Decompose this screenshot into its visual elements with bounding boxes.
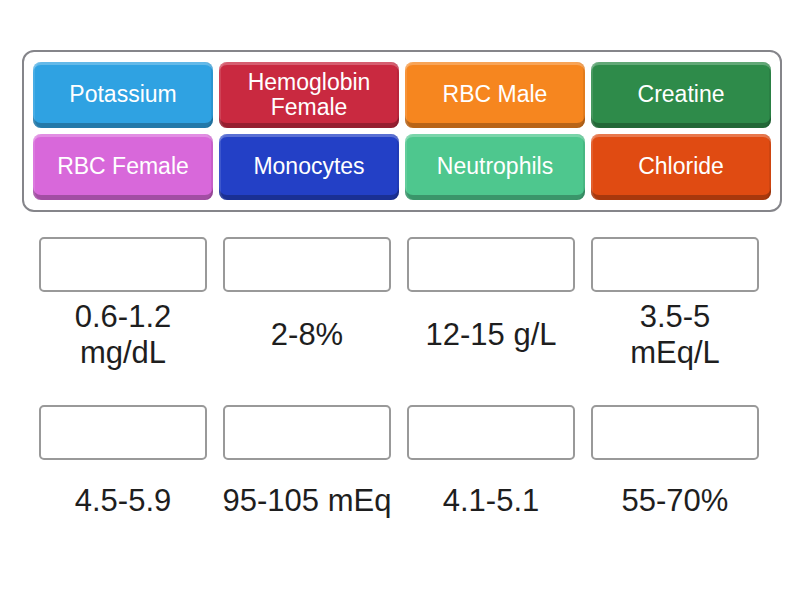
tile-label: Creatine bbox=[630, 82, 733, 107]
drop-target-1[interactable] bbox=[39, 237, 207, 292]
tile-potassium[interactable]: Potassium bbox=[33, 62, 213, 128]
tile-label: RBC Female bbox=[49, 154, 197, 179]
tile-grid: Potassium Hemoglobin Female RBC Male Cre… bbox=[24, 62, 780, 201]
answer-label-5: 4.5-5.9 bbox=[31, 464, 215, 538]
tile-label: RBC Male bbox=[435, 82, 556, 107]
tile-label: Hemoglobin Female bbox=[219, 70, 399, 121]
match-up-game-board: Potassium Hemoglobin Female RBC Male Cre… bbox=[0, 0, 800, 600]
tile-label: Chloride bbox=[630, 154, 732, 179]
answer-label-6: 95-105 mEq bbox=[215, 464, 399, 538]
answer-label-3: 12-15 g/L bbox=[399, 294, 583, 376]
tile-label: Neutrophils bbox=[429, 154, 561, 179]
answer-label-8: 55-70% bbox=[583, 464, 767, 538]
drop-target-2[interactable] bbox=[223, 237, 391, 292]
answer-label-1: 0.6-1.2 mg/dL bbox=[31, 294, 215, 376]
answer-label-2: 2-8% bbox=[215, 294, 399, 376]
tile-label: Monocytes bbox=[245, 154, 372, 179]
tile-rbc-female[interactable]: RBC Female bbox=[33, 134, 213, 200]
drop-target-7[interactable] bbox=[407, 405, 575, 460]
tile-creatine[interactable]: Creatine bbox=[591, 62, 771, 128]
drop-target-5[interactable] bbox=[39, 405, 207, 460]
tile-neutrophils[interactable]: Neutrophils bbox=[405, 134, 585, 200]
tile-label: Potassium bbox=[61, 82, 184, 107]
tile-monocytes[interactable]: Monocytes bbox=[219, 134, 399, 200]
drop-target-8[interactable] bbox=[591, 405, 759, 460]
answer-label-4: 3.5-5 mEq/L bbox=[583, 294, 767, 376]
answer-label-7: 4.1-5.1 bbox=[399, 464, 583, 538]
tile-rbc-male[interactable]: RBC Male bbox=[405, 62, 585, 128]
tile-hemoglobin-female[interactable]: Hemoglobin Female bbox=[219, 62, 399, 128]
tile-tray: Potassium Hemoglobin Female RBC Male Cre… bbox=[22, 50, 782, 212]
drop-target-3[interactable] bbox=[407, 237, 575, 292]
tile-chloride[interactable]: Chloride bbox=[591, 134, 771, 200]
drop-target-4[interactable] bbox=[591, 237, 759, 292]
drop-target-6[interactable] bbox=[223, 405, 391, 460]
